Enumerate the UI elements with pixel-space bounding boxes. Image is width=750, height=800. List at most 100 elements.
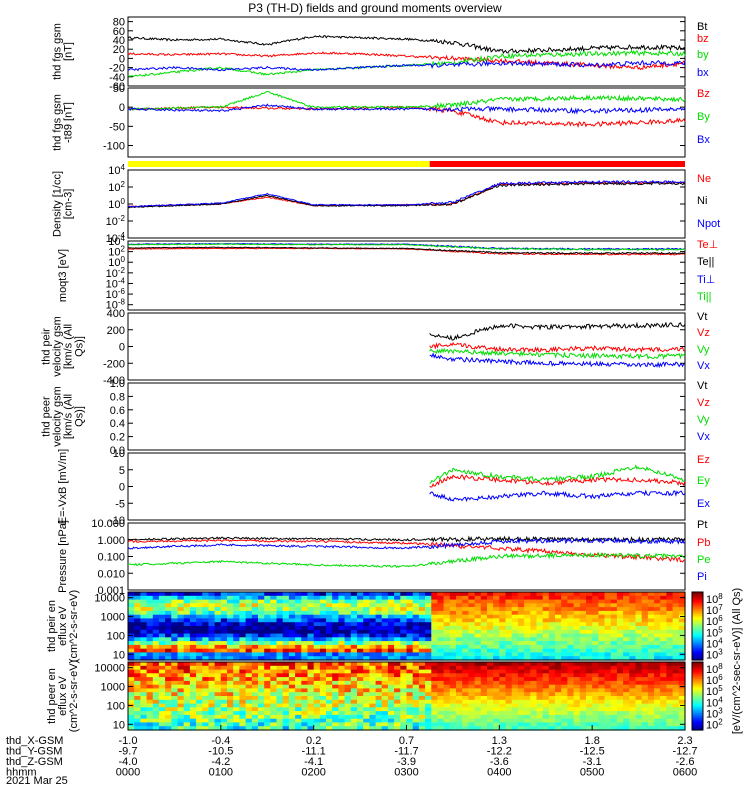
spectrogram-cell — [282, 722, 290, 727]
spectrogram-cell — [288, 629, 296, 635]
spectrogram-cell — [480, 722, 488, 727]
spectrogram-cell — [517, 688, 525, 693]
spectrogram-cell — [350, 669, 358, 674]
spectrogram-cell — [573, 703, 581, 708]
spectrogram-cell — [140, 618, 148, 623]
spectrogram-cell — [604, 684, 612, 690]
spectrogram-cell — [394, 703, 401, 708]
spectrogram-cell — [511, 722, 519, 727]
spectrogram-cell — [400, 641, 408, 646]
spectrogram-cell — [344, 629, 352, 635]
spectrogram-cell — [270, 618, 278, 623]
spectrogram-cell — [567, 677, 575, 682]
spectrogram-cell — [425, 599, 432, 604]
spectrogram-cell — [443, 677, 451, 682]
spectrogram-cell — [282, 610, 290, 616]
legend-label: Vz — [697, 397, 710, 409]
y-axis-title-line: Density [1/cc] — [52, 171, 64, 237]
spectrogram-cell — [425, 726, 432, 731]
spectrogram-cell — [140, 629, 148, 635]
spectrogram-cell — [202, 626, 210, 631]
spectrogram-cell — [487, 614, 494, 620]
spectrogram-cell — [251, 599, 259, 604]
spectrogram-cell — [326, 656, 333, 661]
spectrogram-cell — [474, 722, 482, 727]
spectrogram-cell — [623, 626, 630, 631]
spectrogram-cell — [616, 595, 624, 601]
spectrogram-cell — [344, 610, 352, 616]
spectrogram-cell — [524, 665, 531, 671]
spectrogram-cell — [579, 680, 587, 686]
y-tick-label: 50 — [113, 83, 125, 95]
spectrogram-cell — [270, 648, 278, 654]
spectrogram-cell — [468, 662, 476, 667]
spectrogram-cell — [183, 618, 191, 623]
x-tick-label: -4.1 — [304, 756, 323, 768]
spectrogram-cell — [319, 641, 327, 646]
spectrogram-cell — [666, 692, 674, 697]
spectrogram-cell — [629, 607, 637, 612]
spectrogram-cell — [177, 622, 185, 627]
spectrogram-cell — [158, 592, 166, 597]
spectrogram-cell — [468, 680, 476, 686]
spectrogram-cell — [654, 673, 661, 678]
spectrogram-cell — [517, 603, 525, 608]
spectrogram-cell — [561, 722, 568, 727]
spectrogram-cell — [313, 622, 321, 627]
spectrogram-cell — [412, 692, 420, 697]
spectrogram-cell — [227, 699, 234, 705]
spectrogram-cell — [171, 707, 179, 712]
spectrogram-cell — [573, 714, 581, 720]
spectrogram-cell — [196, 718, 203, 724]
spectrogram-cell — [443, 614, 451, 620]
spectrogram-cell — [654, 711, 661, 716]
spectrogram-cell — [251, 726, 259, 731]
spectrogram-cell — [573, 707, 581, 712]
spectrogram-cell — [610, 614, 618, 620]
spectrogram-cell — [548, 633, 556, 638]
spectrogram-cell — [517, 629, 525, 635]
spectrogram-cell — [264, 703, 271, 708]
colorbar-cell — [692, 679, 703, 682]
spectrogram-cell — [313, 680, 321, 686]
spectrogram-cell — [214, 607, 222, 612]
spectrogram-cell — [468, 677, 476, 682]
legend-label: Pt — [697, 519, 707, 531]
spectrogram-cell — [165, 726, 172, 731]
spectrogram-cell — [468, 656, 476, 661]
colorbar-cell — [692, 649, 703, 653]
spectrogram-cell — [332, 714, 339, 720]
spectrogram-cell — [220, 644, 228, 650]
spectrogram-cell — [635, 637, 643, 642]
spectrogram-cell — [394, 680, 401, 686]
spectrogram-cell — [220, 677, 228, 682]
spectrogram-cell — [369, 614, 377, 620]
spectrogram-cell — [350, 652, 358, 657]
spectrogram-cell — [592, 677, 599, 682]
spectrogram-cell — [258, 684, 265, 690]
spectrogram-cell — [567, 714, 575, 720]
spectrogram-cell — [319, 644, 327, 650]
spectrogram-cell — [418, 610, 426, 616]
spectrogram-cell — [214, 592, 222, 597]
spectrogram-cell — [344, 599, 352, 604]
spectrogram-cell — [375, 665, 383, 671]
spectrogram-cell — [561, 648, 568, 654]
spectrogram-cell — [387, 662, 395, 667]
spectrogram-cell — [660, 633, 667, 638]
spectrogram-cell — [517, 607, 525, 612]
spectrogram-cell — [573, 592, 581, 597]
spectrogram-cell — [616, 714, 624, 720]
spectrogram-cell — [412, 599, 420, 604]
spectrogram-cell — [641, 595, 649, 601]
spectrogram-cell — [548, 595, 556, 601]
spectrogram-cell — [400, 677, 408, 682]
spectrogram-cell — [536, 592, 544, 597]
series-line-Ez — [429, 474, 686, 488]
spectrogram-cell — [555, 599, 562, 604]
spectrogram-cell — [400, 722, 408, 727]
spectrogram-cell — [468, 614, 476, 620]
spectrogram-cell — [357, 722, 364, 727]
spectrogram-cell — [189, 644, 197, 650]
spectrogram-cell — [400, 599, 408, 604]
